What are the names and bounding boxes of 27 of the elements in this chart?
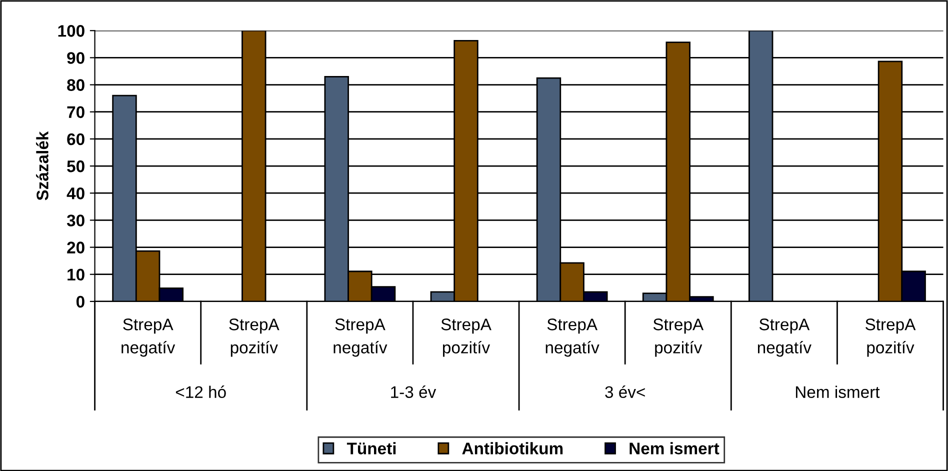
x-tick-label: StrepA negatív — [122, 318, 176, 357]
x-tick-label: StrepA negatív — [758, 318, 812, 357]
x-tick-label: StrepA pozitív — [866, 318, 916, 357]
y-tick-label: 10 — [68, 268, 84, 281]
y-tick-label: 50 — [67, 160, 84, 172]
y-axis-title: Százalék — [36, 131, 48, 200]
y-tick-label: 100 — [58, 25, 84, 37]
x-tick-label: StrepA pozitív — [229, 318, 280, 357]
text: Nem ismert — [796, 386, 880, 398]
y-tick-label: 20 — [67, 242, 84, 254]
legend-label: Tüneti — [346, 442, 396, 454]
legend-label: Antibiotikum — [462, 442, 563, 454]
x-tick-label: StrepA pozitív — [441, 318, 492, 357]
x-tick-label: StrepA negatív — [546, 318, 600, 357]
text: 1-3 év — [391, 386, 436, 398]
legend-label: Nem ismert — [630, 442, 720, 454]
y-tick-label: 30 — [66, 214, 84, 226]
y-tick-label: 80 — [67, 79, 84, 91]
text: 3 év< — [605, 386, 645, 398]
x-tick-label: StrepA pozitív — [653, 318, 704, 357]
y-tick-label: 70 — [67, 106, 84, 118]
y-tick-label: 90 — [67, 52, 84, 64]
y-tick-label: 0 — [76, 296, 84, 308]
x-tick-label: StrepA negatív — [334, 318, 388, 357]
text: <12 hó — [176, 386, 226, 398]
y-tick-label: 60 — [67, 133, 84, 146]
y-tick-label: 40 — [66, 188, 84, 200]
